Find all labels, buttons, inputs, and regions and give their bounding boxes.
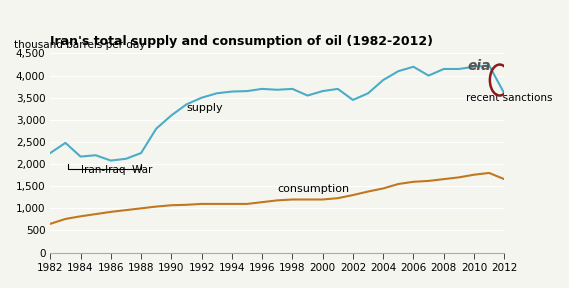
Text: eia: eia (467, 59, 490, 73)
Text: consumption: consumption (277, 183, 349, 194)
Text: supply: supply (187, 103, 223, 113)
Text: Iran-Iraq  War: Iran-Iraq War (81, 165, 152, 175)
Text: recent sanctions: recent sanctions (467, 93, 553, 103)
Text: thousand barrels per day: thousand barrels per day (14, 39, 145, 50)
Text: Iran's total supply and consumption of oil (1982-2012): Iran's total supply and consumption of o… (50, 35, 433, 48)
